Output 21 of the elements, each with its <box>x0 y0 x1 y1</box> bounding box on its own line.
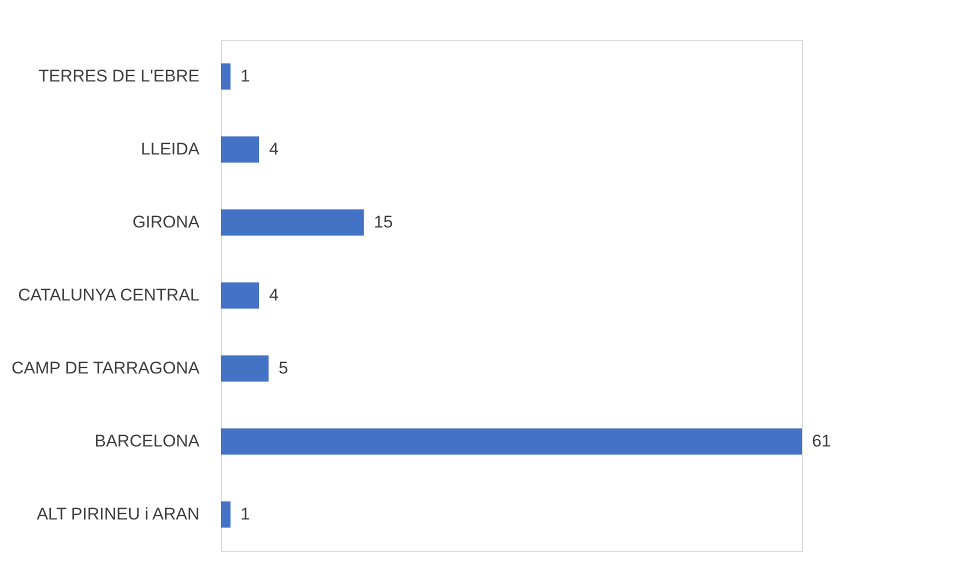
bar <box>221 428 802 455</box>
y-tick-label: LLEIDA <box>140 140 200 158</box>
bar <box>221 209 364 236</box>
y-tick-label: CAMP DE TARRAGONA <box>12 358 200 378</box>
y-tick-label: BARCELONA <box>94 432 200 450</box>
data-label: 5 <box>278 358 288 378</box>
bar <box>221 282 260 309</box>
y-tick-label: CATALUNYA CENTRAL <box>18 286 200 304</box>
data-label: 4 <box>269 286 279 304</box>
y-tick-label: TERRES DE L'EBRE <box>38 66 200 86</box>
bar <box>221 501 231 528</box>
data-label: 15 <box>374 212 393 232</box>
data-label: 1 <box>240 66 250 86</box>
bar <box>221 63 231 90</box>
bar <box>221 136 260 163</box>
data-label: 61 <box>812 432 831 450</box>
data-label: 4 <box>269 140 279 158</box>
y-tick-label: GIRONA <box>132 212 200 232</box>
y-tick-label: ALT PIRINEU i ARAN <box>36 504 200 524</box>
data-label: 1 <box>240 504 250 524</box>
bar <box>221 355 269 382</box>
